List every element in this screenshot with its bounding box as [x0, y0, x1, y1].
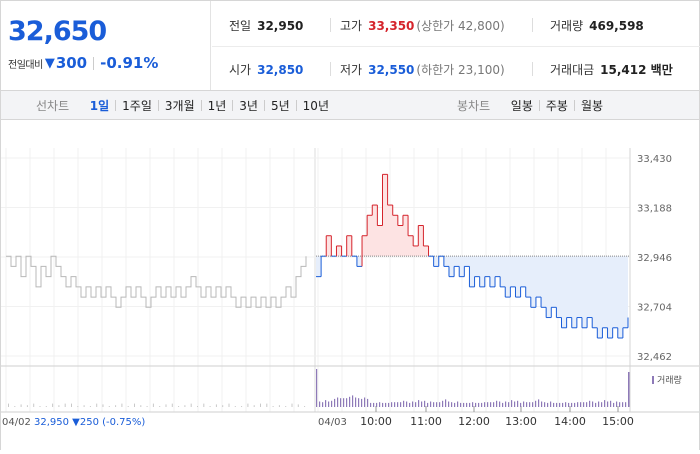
- divider: [93, 56, 95, 70]
- y-tick-label: 32,704: [637, 303, 672, 314]
- intraday-chart: 33,430 33,188 32,946 32,704 32,462 거래량 04/02 32…: [0, 120, 700, 450]
- stat-label: 전일: [229, 19, 252, 33]
- upper-limit: (상한가 42,800): [416, 19, 505, 33]
- x-tick-label: 11:00: [410, 415, 442, 428]
- stat-value: 33,350: [368, 19, 415, 33]
- current-price-panel: 32,650 전일대비 ▼ 300 -0.91%: [1, 1, 211, 91]
- change-label: 전일대비: [8, 59, 43, 71]
- stat-volume: 거래량 469,598: [550, 17, 644, 34]
- stat-value: 32,550: [368, 63, 415, 77]
- line-chart-title: 선차트: [36, 99, 70, 113]
- stat-value: 15,412 백만: [600, 63, 673, 77]
- stat-label: 거래량: [550, 19, 584, 33]
- stat-amount: 거래대금 15,412 백만: [550, 61, 673, 78]
- stat-open: 시가 32,850: [229, 61, 303, 78]
- divider: [330, 18, 331, 32]
- x-tick-label: 12:00: [458, 415, 490, 428]
- down-arrow-icon: ▼: [44, 55, 55, 71]
- tab-3m[interactable]: 3개월: [164, 99, 195, 113]
- current-price: 32,650: [8, 16, 107, 47]
- tab-monthly[interactable]: 월봉: [580, 99, 604, 113]
- price-summary-header: 32,650 전일대비 ▼ 300 -0.91% 전일 32,950 고가 33,3…: [0, 0, 700, 91]
- tab-10y[interactable]: 10년: [302, 99, 329, 113]
- intraday-chart-svg: 33,430 33,188 32,946 32,704 32,462 거래량 04/02 32…: [0, 120, 700, 450]
- change-rate: -0.91%: [100, 54, 159, 72]
- lower-limit: (하한가 23,100): [416, 63, 505, 77]
- change-row: 전일대비 ▼ 300 -0.91%: [8, 54, 158, 72]
- tab-3y[interactable]: 3년: [239, 99, 258, 113]
- volume-legend-mark: [652, 376, 654, 384]
- chart-tab-bar: 선차트 1일 1주일 3개월 1년 3년 5년 10년 봉차트 일봉 주봉 월봉: [0, 90, 700, 120]
- x-tick-label: 15:00: [602, 415, 634, 428]
- tab-weekly[interactable]: 주봉: [545, 99, 568, 113]
- stat-label: 거래대금: [550, 63, 595, 77]
- tab-5y[interactable]: 5년: [270, 99, 290, 113]
- divider: [532, 62, 533, 76]
- prev-day-summary: 32,950 ▼250 (-0.75%): [34, 417, 145, 428]
- y-tick-label: 33,188: [637, 204, 672, 215]
- stat-label: 저가: [340, 63, 363, 77]
- x-tick-label: 13:00: [505, 415, 537, 428]
- y-tick-label: 33,430: [637, 154, 672, 165]
- stat-label: 시가: [229, 63, 252, 77]
- below-reference-fill: [316, 256, 628, 338]
- stat-value: 32,950: [257, 19, 304, 33]
- y-tick-label: 32,946: [637, 253, 672, 264]
- candle-chart-title: 봉차트: [457, 99, 491, 113]
- volume-legend-label: 거래량: [657, 374, 682, 386]
- stat-prev-close: 전일 32,950: [229, 17, 303, 34]
- stat-high: 고가 33,350 (상한가 42,800): [340, 17, 505, 34]
- divider: [532, 18, 533, 32]
- prev-day-date-label: 04/02: [2, 417, 31, 428]
- tab-1w[interactable]: 1주일: [122, 99, 152, 113]
- divider: [330, 62, 331, 76]
- tab-1y[interactable]: 1년: [207, 99, 227, 113]
- y-tick-label: 32,462: [637, 352, 672, 363]
- x-tick-label: 14:00: [554, 415, 586, 428]
- x-tick-label: 10:00: [360, 415, 392, 428]
- stat-label: 고가: [340, 19, 363, 33]
- candle-chart-tabs: 봉차트 일봉 주봉 월봉: [457, 97, 603, 114]
- change-value: 300: [55, 54, 88, 72]
- volume-bars: [8, 369, 630, 407]
- tab-daily[interactable]: 일봉: [510, 99, 533, 113]
- prev-day-price-line: [6, 255, 307, 308]
- tab-1d[interactable]: 1일: [89, 99, 110, 113]
- today-date-label: 04/03: [318, 417, 347, 428]
- line-chart-tabs: 선차트 1일 1주일 3개월 1년 3년 5년 10년: [36, 97, 329, 114]
- divider: [212, 46, 700, 47]
- stat-value: 32,850: [257, 63, 304, 77]
- stat-low: 저가 32,550 (하한가 23,100): [340, 61, 505, 78]
- stat-value: 469,598: [589, 19, 644, 33]
- above-reference-fill: [316, 174, 628, 257]
